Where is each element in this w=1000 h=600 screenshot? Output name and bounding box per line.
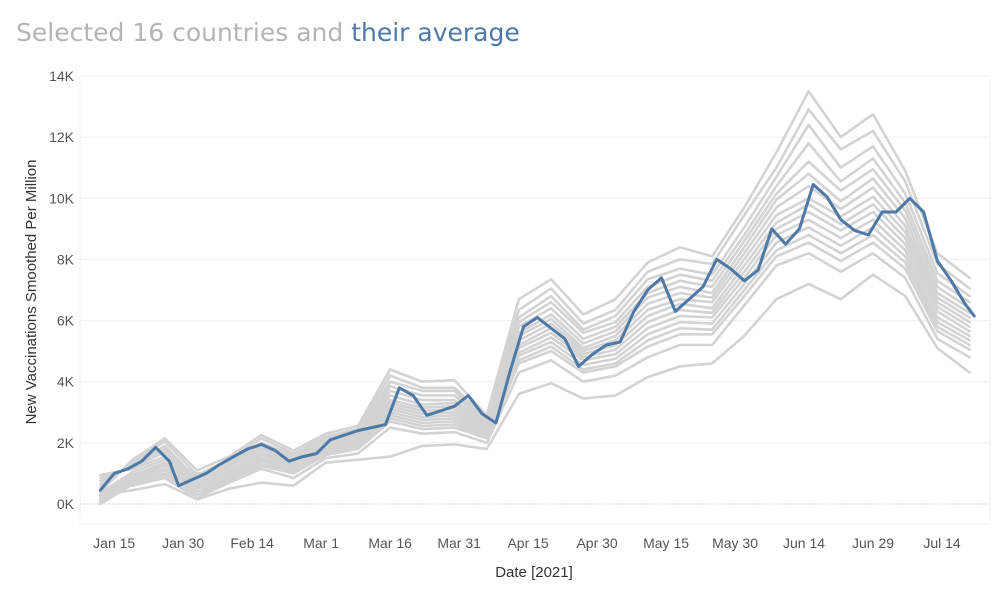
chart-title-part1: Selected 16 countries and bbox=[16, 18, 344, 47]
y-tick-label: 0K bbox=[57, 496, 75, 512]
x-tick-label: Apr 15 bbox=[507, 535, 548, 551]
x-axis-title: Date [2021] bbox=[495, 564, 573, 581]
x-tick-label: Mar 1 bbox=[303, 535, 339, 551]
y-axis-title: New Vaccinations Smoothed Per Million bbox=[23, 160, 40, 425]
y-tick-label: 6K bbox=[57, 313, 75, 329]
x-tick-label: Jan 30 bbox=[162, 535, 204, 551]
average-line bbox=[98, 183, 976, 492]
x-tick-label: Apr 30 bbox=[576, 535, 617, 551]
country-line-7 bbox=[99, 184, 971, 495]
x-tick-label: May 30 bbox=[712, 535, 758, 551]
x-tick-label: May 15 bbox=[643, 535, 689, 551]
country-line-9 bbox=[99, 203, 971, 498]
y-tick-label: 8K bbox=[57, 251, 75, 267]
x-tick-label: Jul 14 bbox=[923, 535, 961, 551]
x-tick-label: Jun 14 bbox=[783, 535, 825, 551]
country-line-15 bbox=[99, 252, 971, 500]
country-line-12 bbox=[99, 226, 971, 503]
country-line-11 bbox=[99, 218, 971, 501]
y-tick-label: 4K bbox=[57, 374, 75, 390]
country-lines bbox=[99, 90, 971, 506]
country-line-13 bbox=[99, 233, 971, 504]
x-tick-label: Mar 31 bbox=[437, 535, 481, 551]
y-tick-label: 12K bbox=[49, 129, 75, 145]
x-tick-label: Mar 16 bbox=[368, 535, 412, 551]
country-line-16 bbox=[99, 273, 971, 501]
average-line-group bbox=[98, 183, 976, 492]
x-tick-labels: Jan 15 Jan 30 Feb 14 Mar 1 Mar 16 Mar 31 Apr 1… bbox=[93, 535, 961, 551]
country-line-4 bbox=[99, 142, 971, 484]
country-line-10 bbox=[99, 210, 971, 500]
y-tick-label: 14K bbox=[49, 68, 75, 84]
country-line-6 bbox=[99, 172, 971, 489]
x-tick-label: Jun 29 bbox=[852, 535, 894, 551]
y-tick-label: 10K bbox=[49, 190, 75, 206]
chart-title: Selected 16 countries and their average bbox=[16, 18, 520, 47]
country-line-14 bbox=[99, 241, 971, 506]
country-line-8 bbox=[99, 195, 971, 497]
country-line-1 bbox=[99, 90, 971, 494]
y-tick-labels: 0K 2K 4K 6K 8K 10K 12K 14K bbox=[49, 68, 75, 512]
chart-title-highlight: their average bbox=[351, 18, 520, 47]
x-tick-label: Jan 15 bbox=[93, 535, 135, 551]
y-tick-label: 2K bbox=[57, 435, 75, 451]
x-tick-label: Feb 14 bbox=[230, 535, 274, 551]
country-line-3 bbox=[99, 123, 971, 486]
